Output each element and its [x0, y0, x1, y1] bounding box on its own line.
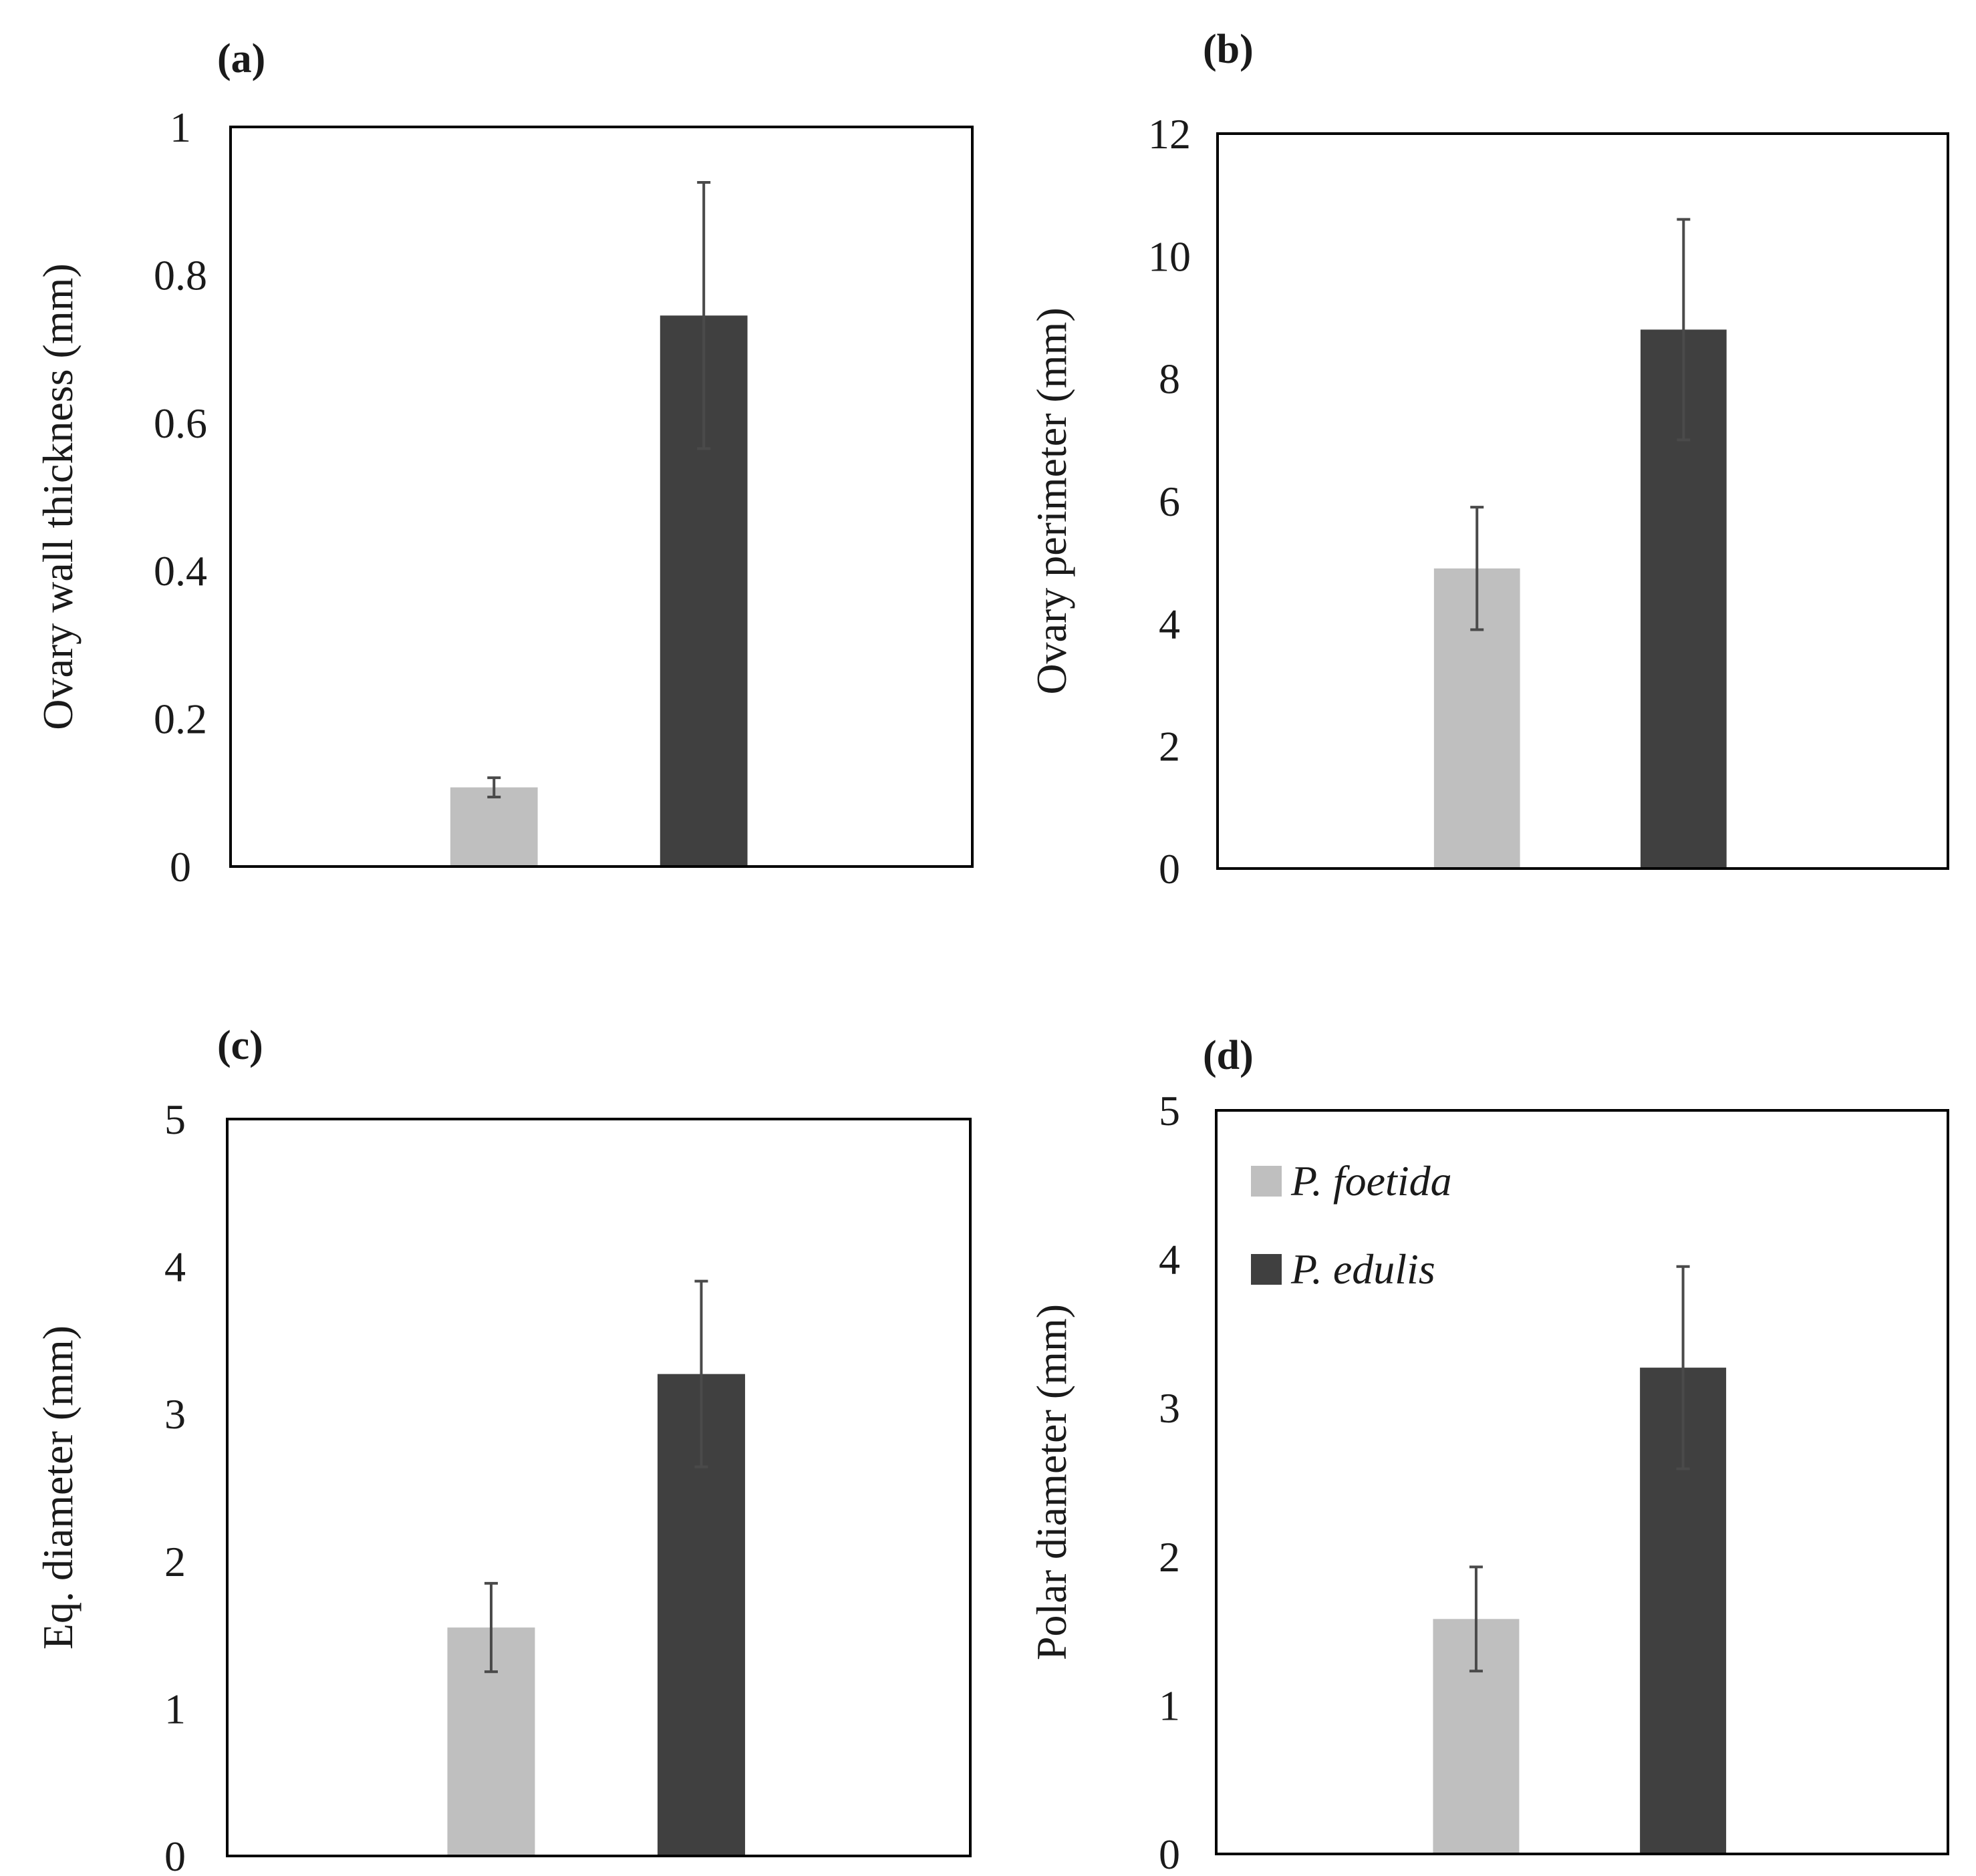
error-bar: [487, 776, 501, 798]
y-tick-label: 1: [1159, 1682, 1180, 1729]
bar-p-foetida: [450, 787, 538, 867]
plot-frame: [226, 1118, 972, 1857]
y-axis-title: Ovary perimeter (mm): [1028, 307, 1075, 694]
error-bar: [1470, 506, 1484, 631]
legend-swatch: [1251, 1254, 1282, 1285]
y-tick-label: 2: [1159, 723, 1180, 770]
panel-c: (c) 0 1 2 3 4 5 Eq. diameter (mm): [34, 1023, 972, 1876]
error-bar: [1676, 1265, 1690, 1470]
legend-item-p-foetida: P. foetida: [1251, 1157, 1452, 1205]
y-tick-label: 12: [1148, 110, 1191, 158]
y-tick-label: 10: [1148, 232, 1191, 280]
plot-frame: [1215, 1109, 1949, 1855]
y-tick-label: 3: [164, 1390, 186, 1438]
y-tick-label: 3: [1159, 1384, 1180, 1432]
error-bar: [1469, 1565, 1483, 1673]
panel-b: (b) 0 2 4 6 8 10 12 Ovary perimeter (mm): [1028, 27, 1949, 893]
y-tick-label: 5: [164, 1096, 186, 1143]
panel-d-label: (d): [1203, 1033, 1254, 1078]
y-tick-label: 0.4: [154, 547, 207, 595]
error-bar: [1677, 218, 1691, 442]
panel-c-label: (c): [217, 1023, 263, 1068]
y-tick-label: 0: [1159, 1831, 1180, 1876]
legend-label: P. foetida: [1290, 1157, 1452, 1205]
error-bar: [484, 1581, 498, 1674]
y-tick-label: 2: [164, 1538, 186, 1585]
plot-frame: [1216, 132, 1949, 870]
y-tick-label: 4: [1159, 600, 1180, 647]
legend: P. foetida P. edulis: [1251, 1157, 1452, 1293]
y-tick-label: 4: [164, 1243, 186, 1291]
error-bar: [697, 181, 711, 450]
y-tick-label: 1: [164, 1685, 186, 1732]
y-tick-label: 8: [1159, 355, 1180, 403]
y-tick-label: 6: [1159, 478, 1180, 525]
panel-b-label: (b): [1203, 27, 1254, 72]
y-tick-label: 4: [1159, 1236, 1180, 1283]
y-tick-label: 5: [1159, 1087, 1180, 1134]
y-tick-label: 0: [1159, 845, 1180, 893]
y-axis-title: Polar diameter (mm): [1028, 1304, 1075, 1660]
y-axis-title: Eq. diameter (mm): [34, 1325, 82, 1650]
y-tick-label: 0.6: [154, 400, 207, 447]
y-axis-title: Ovary wall thickness (mm): [34, 263, 82, 730]
legend-label: P. edulis: [1290, 1245, 1435, 1293]
plot-frame: [229, 126, 974, 868]
y-tick-label: 2: [1159, 1533, 1180, 1581]
panel-a: (a) 0 0.2 0.4 0.6 0.8 1 Ovary wall thickness (m…: [34, 36, 974, 891]
legend-item-p-edulis: P. edulis: [1251, 1245, 1435, 1293]
y-tick-label: 0.8: [154, 251, 207, 299]
panel-a-label: (a): [217, 36, 265, 82]
y-tick-label: 0.2: [154, 695, 207, 743]
legend-swatch: [1251, 1166, 1282, 1197]
y-tick-label: 1: [170, 104, 191, 151]
y-tick-label: 0: [164, 1833, 186, 1876]
error-bar: [694, 1279, 708, 1468]
y-tick-label: 0: [170, 843, 191, 891]
